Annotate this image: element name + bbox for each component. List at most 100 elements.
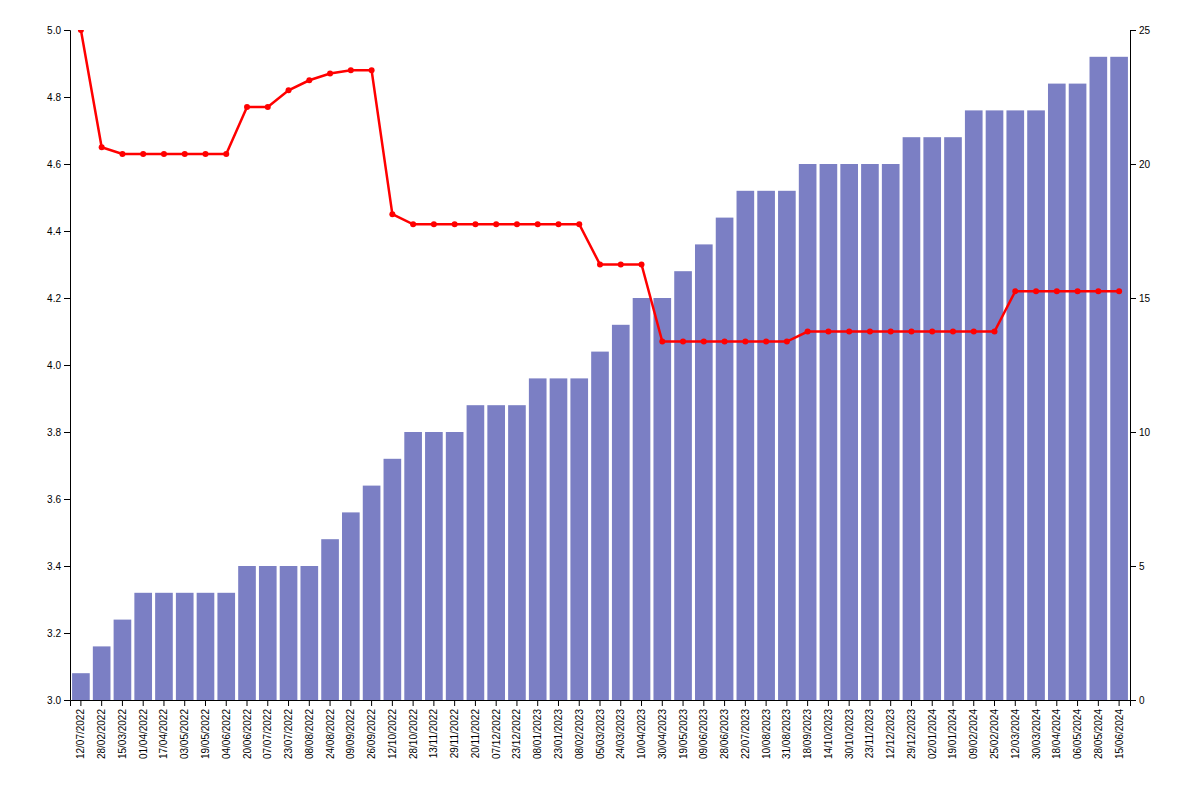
tick-mark	[600, 700, 601, 706]
bar	[300, 566, 318, 700]
tick-label: 13/11/2022	[428, 709, 439, 759]
tick: 10	[1130, 427, 1151, 438]
tick-label: 28/05/2024	[1093, 709, 1104, 759]
bar	[487, 405, 505, 700]
tick-label: 12/07/2022	[75, 709, 86, 759]
bar	[695, 244, 713, 700]
tick-label: 4.4	[47, 226, 61, 237]
tick: 29/12/2023	[906, 700, 917, 759]
tick-mark	[558, 700, 559, 706]
tick-label: 10/04/2023	[636, 709, 647, 759]
tick-mark	[766, 700, 767, 706]
tick: 25	[1130, 25, 1151, 36]
marker	[763, 339, 769, 345]
tick: 3.4	[47, 561, 70, 572]
tick-mark	[226, 700, 227, 706]
line-series	[78, 30, 1122, 345]
tick-mark	[350, 700, 351, 706]
tick: 20	[1130, 159, 1151, 170]
tick-mark	[703, 700, 704, 706]
tick-mark	[1077, 700, 1078, 706]
tick-mark	[496, 700, 497, 706]
tick-label: 3.6	[47, 494, 61, 505]
tick-mark	[579, 700, 580, 706]
marker	[182, 151, 188, 157]
tick: 08/02/2023	[574, 700, 585, 759]
axis: 3.03.23.43.63.84.04.24.44.64.85.0	[47, 25, 70, 706]
bar	[674, 271, 692, 700]
tick-label: 22/07/2023	[740, 709, 751, 759]
tick-mark	[911, 700, 912, 706]
tick-label: 28/02/2022	[96, 709, 107, 759]
tick-mark	[1098, 700, 1099, 706]
tick-label: 17/04/2022	[158, 709, 169, 759]
tick-label: 28/06/2023	[719, 709, 730, 759]
tick-label: 08/08/2022	[304, 709, 315, 759]
marker	[555, 221, 561, 227]
tick-label: 26/09/2022	[366, 709, 377, 759]
tick: 13/11/2022	[428, 700, 439, 758]
tick-label: 20	[1139, 159, 1151, 170]
tick-label: 12/10/2022	[387, 709, 398, 759]
tick-mark	[143, 700, 144, 706]
tick: 23/07/2022	[283, 700, 294, 759]
bar	[134, 593, 152, 700]
tick-label: 19/05/2022	[200, 709, 211, 759]
axis-line	[71, 701, 1131, 707]
marker	[680, 339, 686, 345]
tick-label: 12/12/2023	[885, 709, 896, 759]
marker	[576, 221, 582, 227]
tick: 4.8	[47, 92, 70, 103]
tick-mark	[849, 700, 850, 706]
bar	[923, 137, 941, 700]
bar	[757, 191, 775, 700]
marker	[244, 104, 250, 110]
bar	[217, 593, 235, 700]
marker	[431, 221, 437, 227]
tick-label: 10/08/2023	[761, 709, 772, 759]
marker	[265, 104, 271, 110]
tick: 06/05/2024	[1072, 700, 1083, 759]
plot-area	[72, 30, 1128, 700]
marker	[805, 329, 811, 335]
tick: 0	[1130, 695, 1145, 706]
tick-label: 02/01/2024	[927, 709, 938, 759]
tick-label: 5	[1139, 561, 1145, 572]
tick: 24/03/2023	[615, 700, 626, 759]
tick: 23/12/2022	[511, 700, 522, 759]
tick-mark	[309, 700, 310, 706]
tick-label: 08/02/2023	[574, 709, 585, 759]
tick: 4.0	[47, 360, 70, 371]
tick: 08/08/2022	[304, 700, 315, 759]
tick: 20/11/2022	[470, 700, 481, 758]
tick-mark	[1130, 164, 1136, 165]
tick-mark	[828, 700, 829, 706]
marker	[161, 151, 167, 157]
tick-mark	[662, 700, 663, 706]
tick-mark	[64, 700, 70, 701]
tick-label: 4.8	[47, 92, 61, 103]
marker	[493, 221, 499, 227]
tick-label: 30/04/2023	[657, 709, 668, 759]
tick-label: 15/03/2022	[117, 709, 128, 759]
tick: 08/01/2023	[532, 700, 543, 759]
tick: 12/07/2022	[75, 700, 86, 759]
tick-mark	[247, 700, 248, 706]
marker	[1095, 288, 1101, 294]
marker	[597, 262, 603, 268]
tick-label: 3.0	[47, 695, 61, 706]
tick-mark	[330, 700, 331, 706]
bar	[799, 164, 817, 700]
tick-mark	[392, 700, 393, 706]
tick-mark	[64, 298, 70, 299]
bar	[114, 620, 132, 700]
marker	[846, 329, 852, 335]
tick: 25/02/2024	[989, 700, 1000, 759]
bar	[653, 298, 671, 700]
tick-mark	[64, 231, 70, 232]
tick-mark	[163, 700, 164, 706]
tick-mark	[101, 700, 102, 706]
tick: 26/09/2022	[366, 700, 377, 759]
marker	[742, 339, 748, 345]
marker	[286, 87, 292, 93]
